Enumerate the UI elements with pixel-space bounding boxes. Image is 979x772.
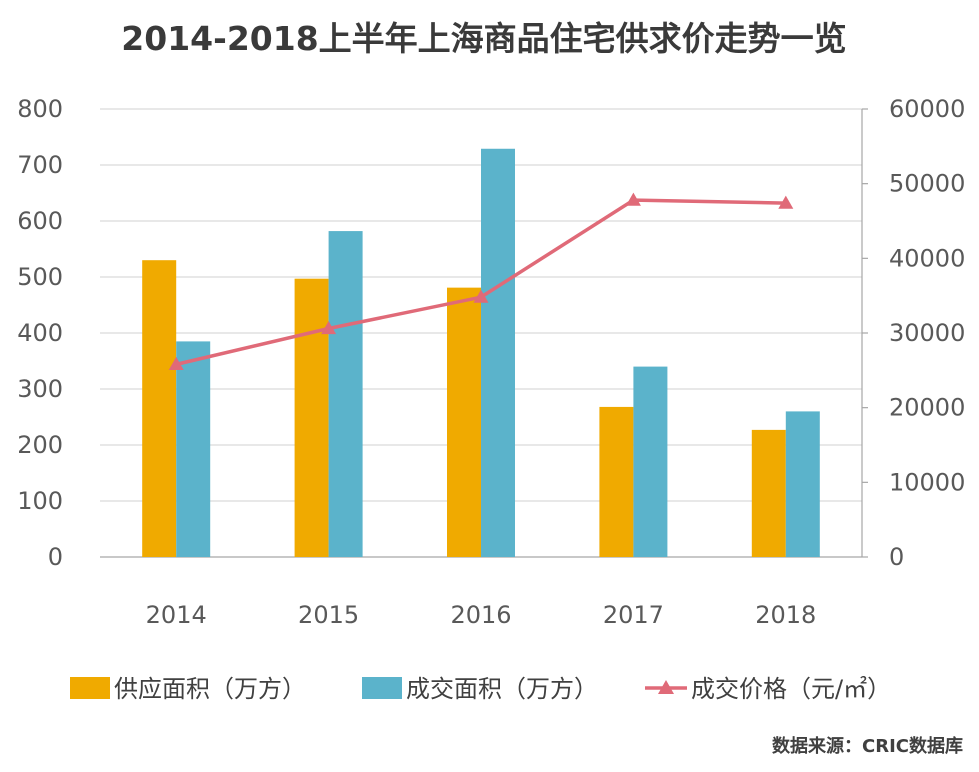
right-tick-label: 0 bbox=[889, 543, 904, 571]
right-tick-label: 20000 bbox=[889, 394, 965, 422]
legend: 供应面积（万方） 成交面积（万方） 成交价格（元/㎡） bbox=[70, 675, 891, 703]
supply-bar bbox=[751, 429, 786, 557]
bars bbox=[142, 148, 820, 557]
legend-item: 供应面积（万方） bbox=[70, 675, 306, 703]
legend-label: 成交价格（元/㎡） bbox=[691, 675, 891, 703]
left-tick-label: 800 bbox=[17, 95, 63, 123]
left-tick-label: 100 bbox=[17, 487, 63, 515]
price-line bbox=[168, 192, 794, 370]
legend-item: 成交价格（元/㎡） bbox=[645, 675, 891, 703]
transaction-bar bbox=[328, 231, 363, 557]
right-tick-label: 50000 bbox=[889, 170, 965, 198]
source-note: 数据来源：CRIC数据库 bbox=[772, 735, 963, 757]
x-axis-ticks: 2014 2015 2016 2017 2018 bbox=[146, 601, 817, 629]
right-axis-ticks: 0 10000 20000 30000 40000 50000 60000 bbox=[862, 95, 965, 571]
transaction-bar bbox=[481, 148, 515, 557]
supply-bar bbox=[447, 287, 481, 557]
legend-swatch bbox=[70, 677, 110, 699]
price-marker bbox=[625, 192, 641, 206]
left-tick-label: 300 bbox=[17, 375, 63, 403]
supply-bar bbox=[599, 406, 634, 557]
price-marker bbox=[778, 195, 794, 209]
x-tick-label: 2015 bbox=[298, 601, 359, 629]
right-tick-label: 60000 bbox=[889, 95, 965, 123]
supply-bar bbox=[294, 278, 329, 557]
left-axis-ticks: 0 100 200 300 400 500 600 700 800 bbox=[17, 95, 63, 571]
left-tick-label: 200 bbox=[17, 431, 63, 459]
chart-title: 2014-2018上半年上海商品住宅供求价走势一览 bbox=[121, 19, 846, 58]
x-tick-label: 2017 bbox=[603, 601, 664, 629]
transaction-bar bbox=[633, 366, 668, 557]
x-tick-label: 2014 bbox=[146, 601, 207, 629]
x-tick-label: 2018 bbox=[755, 601, 816, 629]
supply-bar bbox=[142, 260, 177, 557]
right-tick-label: 30000 bbox=[889, 319, 965, 347]
left-tick-label: 0 bbox=[48, 543, 63, 571]
x-tick-label: 2016 bbox=[450, 601, 511, 629]
price-marker bbox=[473, 289, 489, 303]
left-tick-label: 400 bbox=[17, 319, 63, 347]
left-tick-label: 600 bbox=[17, 207, 63, 235]
price-marker bbox=[321, 321, 337, 335]
right-tick-label: 40000 bbox=[889, 244, 965, 272]
right-tick-label: 10000 bbox=[889, 468, 965, 496]
transaction-bar bbox=[176, 341, 211, 557]
transaction-bar bbox=[785, 411, 820, 557]
left-tick-label: 700 bbox=[17, 151, 63, 179]
left-tick-label: 500 bbox=[17, 263, 63, 291]
legend-swatch bbox=[362, 677, 402, 699]
legend-label: 成交面积（万方） bbox=[406, 675, 598, 703]
legend-label: 供应面积（万方） bbox=[114, 675, 306, 703]
legend-item: 成交面积（万方） bbox=[362, 675, 598, 703]
legend-marker bbox=[658, 680, 674, 694]
price-marker bbox=[168, 356, 184, 370]
